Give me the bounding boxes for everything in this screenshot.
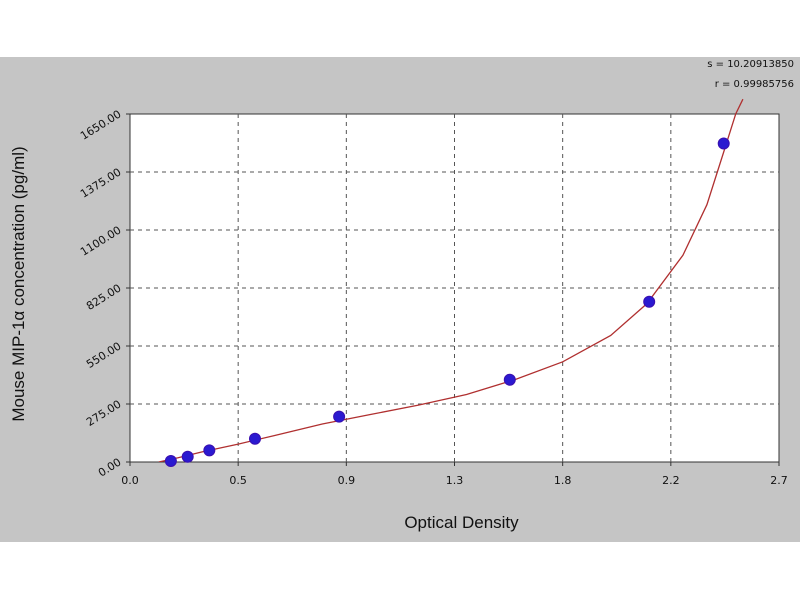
data-point	[164, 454, 177, 467]
x-axis-label: Optical Density	[404, 513, 519, 532]
y-tick-label: 825.00	[84, 282, 124, 313]
x-tick-label: 0.0	[121, 474, 139, 487]
data-point	[203, 444, 216, 457]
data-point	[181, 450, 194, 463]
y-tick-label: 0.00	[96, 456, 124, 480]
data-point	[248, 432, 261, 445]
x-tick-label: 0.9	[338, 474, 356, 487]
data-point	[503, 373, 516, 386]
fit-stat-r: r = 0.99985756	[714, 79, 794, 90]
y-tick-label: 1100.00	[78, 224, 123, 259]
fit-stat-s: s = 10.20913850	[707, 59, 794, 70]
fit-curve	[158, 98, 744, 462]
x-tick-label: 2.7	[770, 474, 788, 487]
data-point	[333, 410, 346, 423]
x-tick-label: 1.3	[446, 474, 464, 487]
y-tick-label: 1650.00	[78, 108, 123, 143]
data-point	[717, 137, 730, 150]
x-tick-label: 0.5	[229, 474, 247, 487]
data-point	[643, 295, 656, 308]
y-tick-label: 1375.00	[78, 166, 123, 201]
x-tick-label: 2.2	[662, 474, 680, 487]
y-tick-label: 275.00	[84, 398, 124, 429]
y-axis-label: Mouse MIP-1α concentration (pg/ml)	[9, 146, 28, 421]
x-tick-label: 1.8	[554, 474, 572, 487]
y-tick-label: 550.00	[84, 340, 124, 371]
